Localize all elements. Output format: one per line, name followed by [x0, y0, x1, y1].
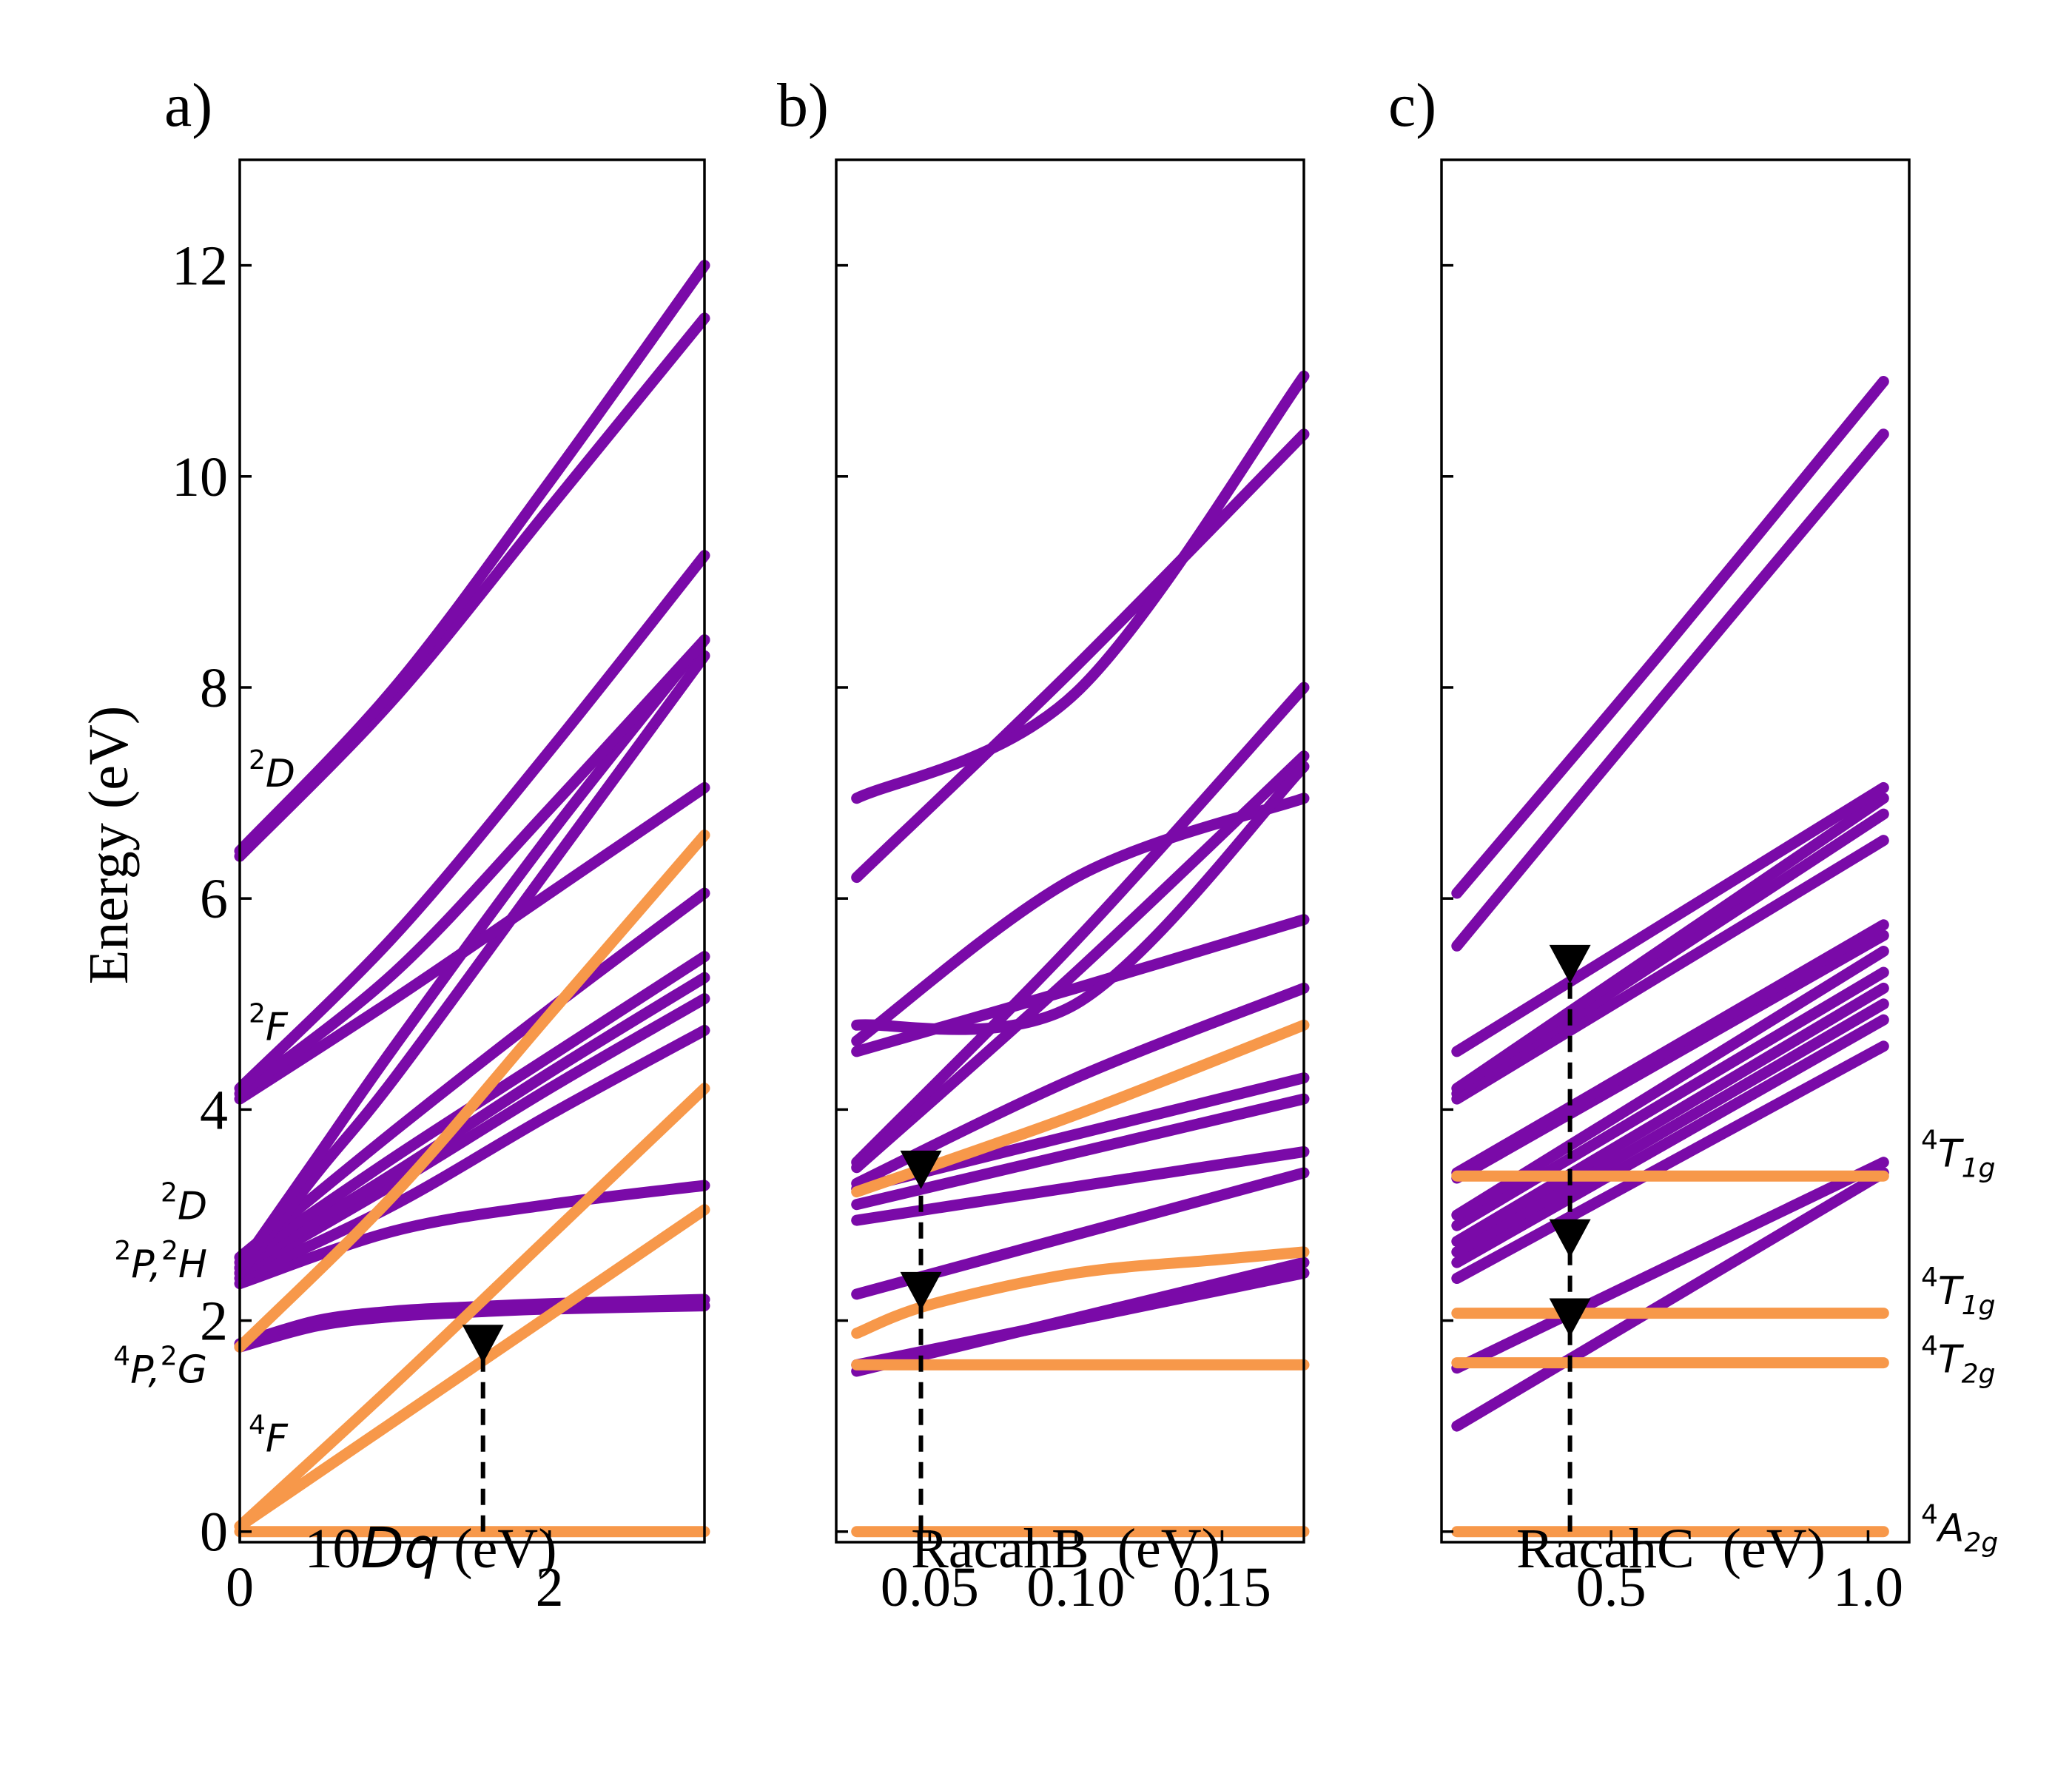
term-symbol-label: 4T1g	[1921, 1125, 1995, 1183]
doublet-level-line-c6	[1451, 982, 1889, 1248]
panel-b: b) 0.05 0.10 0.15 RacahB (eV)	[777, 71, 1310, 1618]
quartet-level-line-4T1g(F)	[234, 1083, 710, 1533]
doublet-level-line-b5	[851, 1093, 1310, 1211]
y-tick-label: 0	[200, 1501, 228, 1564]
doublet-level-line-b9	[851, 682, 1310, 1168]
x-tick-label: 0.10	[1026, 1556, 1125, 1618]
doublet-level-line-c16	[1451, 376, 1889, 899]
transition-triangle-marker	[900, 1271, 942, 1311]
plot-frame	[1440, 158, 1911, 1544]
doublet-level-line-b2	[851, 1267, 1310, 1370]
y-tick-label: 8	[200, 657, 228, 719]
doublet-level-line-d3	[234, 993, 710, 1279]
doublet-level-line-b12	[851, 761, 1310, 1035]
doublet-level-line-c4	[1451, 1014, 1889, 1268]
term-symbol-label: 2D	[161, 1178, 207, 1229]
term-symbol-label: 4F	[249, 1410, 289, 1461]
transition-triangle-marker	[900, 1150, 942, 1189]
doublet-level-line-d9	[234, 781, 710, 1105]
transition-triangle-marker	[462, 1325, 504, 1364]
doublet-level-line-b4	[851, 1146, 1310, 1226]
quartet-level-line-4T1g(F)	[851, 1246, 1310, 1339]
doublet-level-line-c3	[1451, 1040, 1889, 1284]
x-tick-label: 2	[536, 1556, 564, 1618]
doublet-level-line-c2	[1451, 1157, 1889, 1374]
doublet-level-line-c5	[1451, 998, 1889, 1258]
doublet-level-line-c13	[1451, 793, 1889, 1094]
transition-triangle-marker	[1549, 944, 1591, 983]
plot-frame	[835, 158, 1305, 1544]
doublet-level-line-d10	[234, 634, 710, 1100]
doublet-level-line-d8	[234, 634, 710, 1274]
quartet-level-line-4T1g(P)	[851, 1019, 1310, 1198]
x-tick-label: 0	[226, 1556, 254, 1618]
x-tick-label: 0.15	[1173, 1556, 1271, 1618]
term-symbol-label: 2F	[249, 998, 289, 1049]
y-tick-label: 2	[200, 1291, 228, 1353]
term-symbol-label: 4A2g	[1921, 1500, 1998, 1558]
panel-a-x-label: 10Dq (eV)	[305, 1515, 557, 1581]
panel-c-x-label: RacahC (eV)	[1516, 1518, 1826, 1580]
y-tick-label: 4	[200, 1079, 228, 1141]
term-symbol-label: 4T2g	[1921, 1331, 1995, 1389]
doublet-level-line-d4	[234, 972, 710, 1274]
panel-c: c) 0.5 1.0 RacahC (eV) 4T1g 4T1g 4T2g 4A2g	[1388, 71, 1998, 1618]
doublet-level-line-2T1	[234, 1294, 710, 1350]
transition-triangle-marker	[1549, 1298, 1591, 1337]
term-symbol-label: 4T1g	[1921, 1262, 1995, 1321]
y-axis-label: Energy (eV)	[78, 706, 140, 984]
x-tick-label: 0.5	[1576, 1556, 1646, 1618]
quartet-level-line-4T2g	[234, 1204, 710, 1533]
doublet-level-line-d6	[234, 887, 710, 1263]
doublet-level-line-c14	[1451, 781, 1889, 1057]
doublet-level-line-c11	[1451, 835, 1889, 1105]
doublet-level-line-b14	[851, 370, 1310, 804]
doublet-level-line-d13	[234, 260, 710, 857]
doublet-level-line-c1	[1451, 1167, 1889, 1432]
doublet-level-line-b8	[851, 750, 1310, 1174]
doublet-level-line-c15	[1451, 428, 1889, 952]
y-tick-label: 12	[172, 235, 228, 297]
doublet-level-line-d2	[234, 1024, 710, 1284]
y-tick-label: 10	[172, 446, 228, 508]
term-symbol-label: 2D	[249, 745, 295, 796]
x-tick-label: 1.0	[1833, 1556, 1903, 1618]
panel-a: a) 0 2 4 6 8 10 12 0 2 10Dq (eV) 2D 2F 2D 2P,2H 4P,2…	[113, 71, 710, 1618]
panel-a-title: a)	[164, 71, 212, 140]
x-tick-label: 0.05	[881, 1556, 979, 1618]
quartet-level-line-4T1g(P)	[234, 830, 710, 1353]
doublet-level-line-b13	[851, 428, 1310, 884]
panel-b-x-label: RacahB (eV)	[911, 1518, 1220, 1580]
doublet-level-line-d1	[234, 1180, 710, 1290]
doublet-level-line-b10	[851, 914, 1310, 1057]
doublet-level-line-c7	[1451, 966, 1889, 1231]
doublet-level-line-d7	[234, 650, 710, 1279]
term-symbol-label: 2P,2H	[114, 1236, 207, 1287]
term-symbol-label: 4P,2G	[113, 1342, 207, 1393]
panel-c-title: c)	[1388, 71, 1436, 140]
doublet-level-line-c10	[1451, 919, 1889, 1179]
transition-triangle-marker	[1549, 1219, 1591, 1258]
doublet-level-line-c12	[1451, 808, 1889, 1100]
panel-b-title: b)	[777, 71, 829, 140]
doublet-level-line-d11	[234, 550, 710, 1094]
plot-frame	[238, 158, 706, 1544]
doublet-level-line-b11	[851, 793, 1310, 1047]
y-tick-label: 6	[200, 868, 228, 930]
